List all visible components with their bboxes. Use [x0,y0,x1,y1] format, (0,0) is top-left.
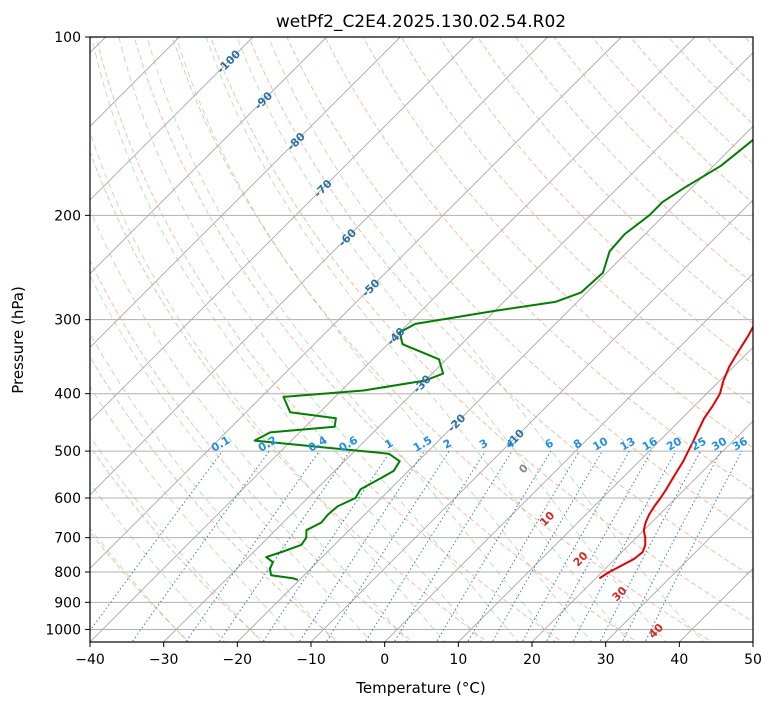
plot-area [90,37,753,642]
mixing-ratio-line [393,450,513,642]
isotherm-line [163,52,753,642]
x-axis-title: Temperature (°C) [355,679,485,697]
mixing-ratio-lines [90,450,743,642]
isotherm-line [90,37,327,275]
dry-adiabat [133,37,638,642]
dry-adiabat [210,37,753,623]
moist-adiabats [90,37,705,642]
mixing-ratio-line [572,450,677,642]
mixing-ratio-line [218,450,351,642]
moist-adiabat [175,37,593,642]
mixing-ratio-line [466,450,580,642]
chart-title: wetPf2_C2E4.2025.130.02.54.R02 [276,12,566,32]
y-tick-label: 900 [54,595,81,611]
isotherm-line [90,37,696,642]
sounding-profiles [253,138,753,581]
dry-adiabat [477,37,753,325]
y-tick-label: 400 [54,387,81,403]
x-tick-label: −30 [149,652,179,668]
isotherm-line [384,273,753,642]
x-tick-label: 50 [744,652,762,668]
moist-adiabat [91,37,483,642]
mixing-ratio-line [262,450,392,642]
y-tick-label: 100 [54,30,81,46]
y-tick-label: 700 [54,531,81,547]
isotherm-line [90,37,548,496]
mixing-ratio-line [325,450,450,642]
dry-adiabat [95,37,564,642]
isotherm-line [605,494,753,642]
moist-adiabat [118,37,519,642]
y-axis-title: Pressure (hPa) [9,286,27,394]
x-tick-label: 30 [597,652,615,668]
y-tick-label: 200 [54,208,81,224]
moist-adiabat [90,130,446,642]
plot-frame [89,36,754,643]
x-tick-label: 20 [523,652,541,668]
y-tick-label: 1000 [45,622,81,638]
moist-adiabat [90,482,226,642]
dry-adiabat [362,37,753,449]
mixing-ratio-line [131,450,270,642]
x-tick-label: 0 [380,652,389,668]
dry-adiabat [324,37,753,491]
y-tick-label: 500 [54,444,81,460]
isotherm-line [531,420,753,642]
dry-adiabat [90,531,190,642]
isotherm-line [90,37,622,569]
moist-adiabat [90,274,373,642]
mixing-ratio-line [185,450,320,642]
series-line-0 [598,325,753,580]
x-tick-label: −20 [223,652,253,668]
mixing-ratio-line [621,450,722,642]
mixing-ratio-line [90,450,223,632]
isotherm-line [310,199,753,642]
series-line-1 [253,138,753,581]
y-tick-label: 300 [54,313,81,329]
mixing-ratio-line [364,450,486,642]
dry-adiabat [439,37,753,365]
dry-adiabat [90,150,489,642]
moist-adiabat [90,332,336,642]
mixing-ratio-line [599,450,701,642]
isotherm-line [90,37,401,348]
y-axis: 100 200 300 400 500 600 700 800 900 1000 [45,30,90,638]
moist-adiabat [236,37,667,642]
mixing-ratio-line [298,450,425,642]
y-tick-label: 600 [54,491,81,507]
x-tick-label: −40 [75,652,105,668]
isotherm-line [90,37,475,422]
isotherm-line [458,346,753,642]
y-tick-label: 800 [54,565,81,581]
x-tick-label: −10 [296,652,326,668]
x-tick-label: 40 [670,652,688,668]
moist-adiabat [205,37,630,642]
dry-adiabat [90,445,265,642]
moist-adiabat [146,37,556,642]
skewed-isotherms [90,37,753,642]
grid-lines [90,37,753,630]
dry-adiabat [286,37,753,534]
dry-adiabat [90,356,339,642]
dry-adiabat [90,259,414,642]
x-axis: −40 −30 −20 −10 0 10 20 30 40 50 [75,642,762,668]
moist-adiabat [267,37,705,642]
isotherm-line [90,37,254,201]
isotherm-line [237,125,753,642]
x-tick-label: 10 [449,652,467,668]
